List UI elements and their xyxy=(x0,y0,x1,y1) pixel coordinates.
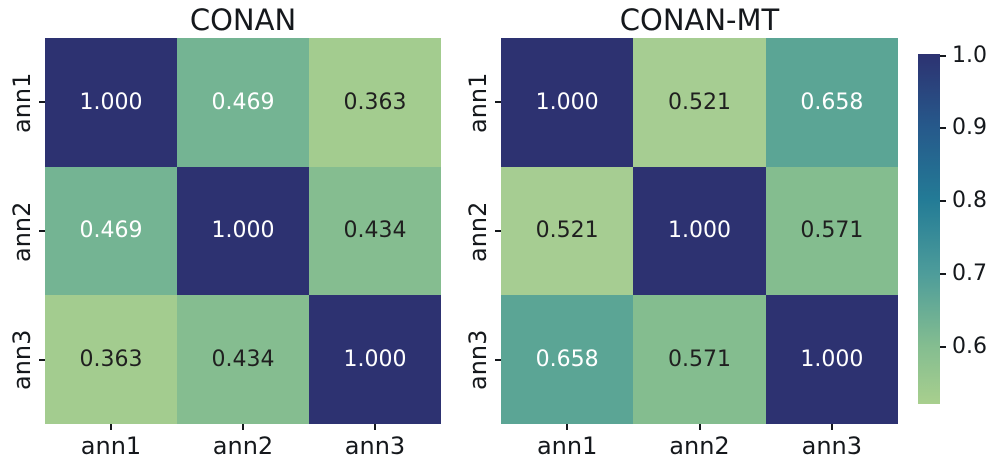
y-tick-mark xyxy=(495,359,501,361)
colorbar-tick-mark xyxy=(940,273,946,275)
heatmap-cell: 1.000 xyxy=(45,38,177,167)
x-tick-label: ann2 xyxy=(212,432,274,460)
colorbar-tick-mark xyxy=(940,127,946,129)
y-tick-label: ann2 xyxy=(8,201,36,262)
colorbar-tick-label: 0.7 xyxy=(952,261,987,286)
heatmap-conan-mt: 1.000 0.521 0.658 0.521 1.000 0.571 0.65… xyxy=(501,38,898,424)
heatmap-cell: 0.521 xyxy=(501,166,634,296)
heatmap-conan: 1.000 0.469 0.363 0.469 1.000 0.434 0.36… xyxy=(45,38,441,424)
y-tick-mark xyxy=(39,359,45,361)
y-tick-label: ann3 xyxy=(8,329,36,390)
colorbar-tick-label: 0.8 xyxy=(952,188,987,213)
x-axis-labels-left: ann1 ann2 ann3 xyxy=(45,431,441,463)
y-tick-label: ann1 xyxy=(464,72,492,133)
heatmap-cell: 0.521 xyxy=(633,38,766,167)
heatmap-cell: 1.000 xyxy=(177,166,309,296)
colorbar-tick-label: 0.9 xyxy=(952,115,987,140)
x-tick-mark xyxy=(374,424,376,430)
heatmap-cell: 0.363 xyxy=(45,295,177,424)
heatmap-cell: 0.469 xyxy=(177,38,309,167)
x-tick-label: ann1 xyxy=(80,432,142,460)
heatmap-cell: 0.658 xyxy=(501,295,634,424)
heatmap-title-conan: CONAN xyxy=(189,3,297,37)
colorbar-tick-mark xyxy=(940,55,946,57)
y-tick-mark xyxy=(39,101,45,103)
x-tick-label: ann3 xyxy=(344,432,406,460)
heatmap-cell: 1.000 xyxy=(633,166,766,296)
heatmap-cell: 1.000 xyxy=(309,295,441,424)
x-tick-label: ann1 xyxy=(536,432,598,460)
y-tick-mark xyxy=(495,230,501,232)
x-tick-mark xyxy=(110,424,112,430)
x-tick-mark xyxy=(699,424,701,430)
colorbar-gradient xyxy=(918,54,940,404)
y-tick-label: ann1 xyxy=(8,72,36,133)
heatmap-cell: 0.571 xyxy=(765,166,898,296)
heatmap-cell: 1.000 xyxy=(501,38,634,167)
heatmap-cell: 0.434 xyxy=(309,166,441,296)
heatmap-cell: 0.571 xyxy=(633,295,766,424)
x-tick-mark xyxy=(831,424,833,430)
x-axis-labels-right: ann1 ann2 ann3 xyxy=(501,431,898,463)
heatmap-cell: 0.469 xyxy=(45,166,177,296)
heatmap-title-conan-mt: CONAN-MT xyxy=(619,3,780,37)
heatmap-cell: 0.363 xyxy=(309,38,441,167)
x-tick-mark xyxy=(242,424,244,430)
y-tick-label: ann2 xyxy=(464,201,492,262)
colorbar-tick-label: 1.0 xyxy=(952,43,987,68)
heatmap-cell: 0.658 xyxy=(765,38,898,167)
x-tick-label: ann3 xyxy=(801,432,863,460)
colorbar-tick-mark xyxy=(940,346,946,348)
y-tick-mark xyxy=(39,230,45,232)
y-tick-label: ann3 xyxy=(464,329,492,390)
x-tick-label: ann2 xyxy=(669,432,730,460)
x-tick-mark xyxy=(566,424,568,430)
heatmap-cell: 0.434 xyxy=(177,295,309,424)
colorbar-tick-mark xyxy=(940,200,946,202)
colorbar-tick-label: 0.6 xyxy=(952,334,987,359)
y-tick-mark xyxy=(495,101,501,103)
heatmap-cell: 1.000 xyxy=(765,295,898,424)
